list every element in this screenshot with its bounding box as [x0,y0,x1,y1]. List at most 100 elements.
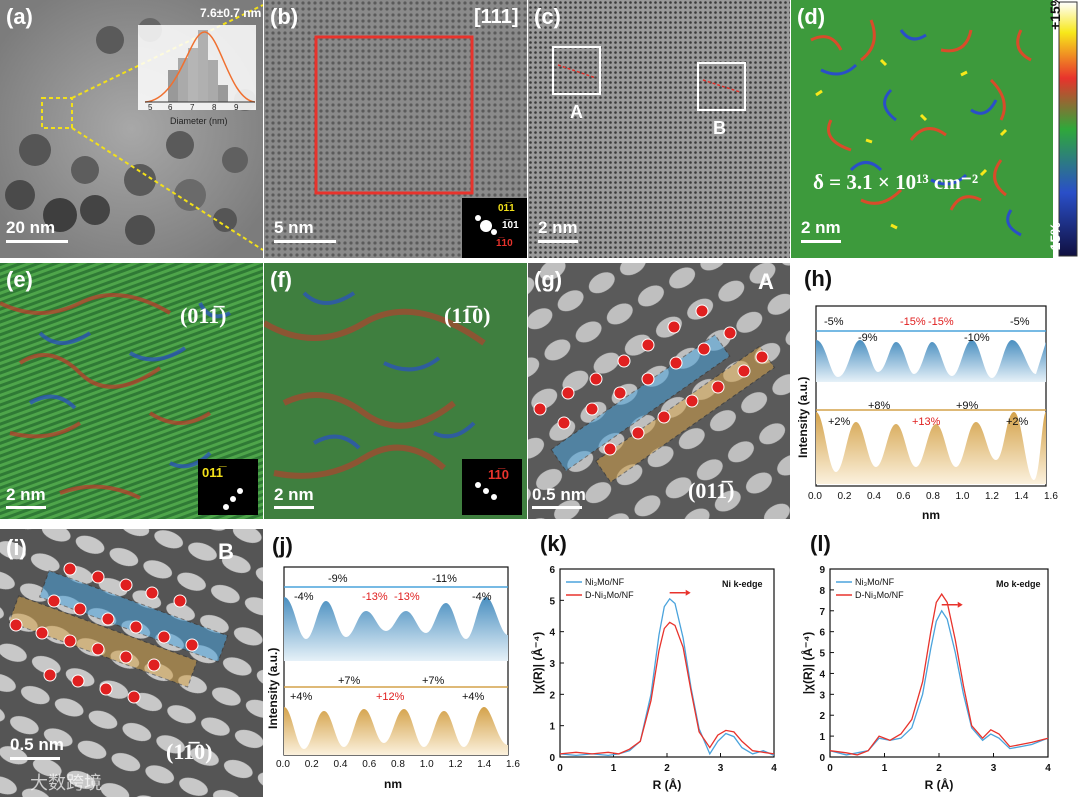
fft-label-011: 01̅1 [498,203,515,214]
panel-h-xtick: 1.0 [955,491,970,502]
panel-k-svg: 0 1 2 3 4 0 1 2 3 4 5 6 Ni₃Mo/NF D-Ni₃Mo/NF Ni k-edge R… [530,531,777,792]
y-tick-label: 4 [819,669,825,680]
histogram-xtick-6: 6 [168,103,173,112]
panel-h-xtick: 1.4 [1014,491,1029,502]
panel-h-top-0: -5% [824,316,844,328]
panel-f-label: (f) [270,267,292,292]
panel-d-strain-map: (d) δ = 3.1 × 10¹³ cm⁻² +15% -15% 2 nm [791,0,1080,258]
panel-f-scale-label: 2 nm [274,485,314,504]
shift-arrowhead [957,601,963,608]
panel-h-bottom-0: +2% [828,416,851,428]
panel-i-tag: B [218,539,234,564]
x-tick-label: 4 [1045,763,1051,774]
panel-j-top-1: -9% [328,573,348,585]
panel-j-xtick: 0.4 [333,759,348,770]
panel-h-top-5: -5% [1010,316,1030,328]
panel-l-exafs-chart: 0 1 2 3 4 0 1 2 3 4 5 6 7 8 9 Ni₃Mo/NF D-Ni₃Mo/NF Mo k-ed… [800,529,1080,797]
panel-a-label: (a) [6,4,33,29]
panel-h-bottom-4: +2% [1006,416,1029,428]
panel-k-exafs-chart: 0 1 2 3 4 0 1 2 3 4 5 6 Ni₃Mo/NF D-Ni₃Mo/NF Ni k-edge R… [530,529,798,797]
panel-g-label: (g) [534,267,563,292]
panel-h-xtick: 0.2 [837,491,852,502]
histogram-xtick-9: 9 [234,103,239,112]
panel-c-scale-label: 2 nm [538,218,578,237]
panel-a-scale-label: 20 nm [6,218,56,237]
panel-h-intensity-profile: (h) -5% -9% -15% -15% -10% -5% +2% +8% +… [792,262,1080,528]
panel-i-label: (i) [6,535,27,560]
panel-h-plot [815,305,1047,487]
panel-c-filtered: (c) A B 2 nm [528,0,790,258]
panel-h-bottom-3: +9% [956,400,979,412]
x-tick-label: 1 [882,763,888,774]
colorbar-bottom-label: -15% [1047,222,1063,255]
x-tick-label: 2 [664,763,670,774]
histogram-xtick-5: 5 [148,103,153,112]
panel-f-fft-label: 11̅0 [488,467,509,482]
x-tick-label: 0 [827,763,833,774]
panel-i-atomic-b: (i) B (11̅0) 0.5 nm 大数跨境 [0,529,263,797]
panel-j-top-4: -11% [432,573,457,585]
watermark: 大数跨境 [30,773,102,794]
panel-j-bottom-2: +12% [376,691,405,703]
panel-h-bottom-1: +8% [868,400,891,412]
panel-h-xticks: 0.0 0.2 0.4 0.6 0.8 1.0 1.2 1.4 1.6 [808,491,1058,502]
y-tick-label: 2 [819,711,825,722]
panel-g-atomic-a: (g) A (011̅) 0.5 nm [528,263,790,519]
panel-j-xtick: 1.6 [506,759,520,770]
y-tick-label: 2 [549,690,555,701]
panel-i-image [0,529,263,797]
panel-a-scale-bar [6,240,68,243]
panel-j-xtick: 1.0 [419,759,434,770]
panel-h-xtick: 0.4 [867,491,881,502]
y-tick-label: 5 [819,649,825,660]
y-tick-label: 9 [819,565,825,576]
series-line-1 [559,621,775,755]
panel-f-plane: (11̅0) [444,303,491,328]
edge-annotation: Mo k-edge [996,579,1041,589]
histogram-xlabel: Diameter (nm) [170,116,228,126]
zone-axis-label: [111] [474,6,519,28]
panel-j-xtick: 1.4 [477,759,492,770]
panel-h-top-2: -15% [900,316,926,328]
legend-entry: D-Ni₃Mo/NF [585,590,634,600]
panel-h-label: (h) [804,266,833,291]
panel-e-scale-bar [6,506,46,509]
x-tick-label: 1 [611,763,617,774]
y-tick-label: 1 [549,722,555,733]
panel-h-bottom-2: +13% [912,416,941,428]
colorbar-top-label: +15% [1047,0,1063,30]
y-tick-label: 1 [819,732,825,743]
panel-h-ylabel: Intensity (a.u.) [796,376,810,458]
panel-h-xtick: 0.0 [808,491,822,502]
y-axis-label: |χ(R)| (Å⁻⁴) [530,632,545,695]
panel-h-xtick: 1.2 [985,491,999,502]
panel-b-scale-bar [274,240,336,243]
x-tick-label: 0 [557,763,563,774]
y-axis-label: |χ(R)| (Å⁻⁴) [800,632,815,695]
panel-d-label: (d) [797,4,826,29]
dislocation-density: δ = 3.1 × 10¹³ cm⁻² [813,170,979,194]
panel-g-plane: (011̅) [688,478,735,503]
panel-d-scale-label: 2 nm [801,218,841,237]
y-tick-label: 0 [819,753,825,764]
panel-e-image [0,263,263,519]
panel-c-label: (c) [534,4,561,29]
x-axis-label: R (Å) [653,777,682,792]
series-line-0 [559,597,775,757]
shift-arrowhead [685,589,691,596]
panel-e-fft-label: 011̅ [202,465,223,480]
panel-label: (l) [810,531,831,556]
panel-b-image [264,0,527,258]
panel-j-xlabel: nm [384,777,402,791]
panel-e-label: (e) [6,267,33,292]
panel-j-xtick: 0.0 [276,759,290,770]
panel-e-geometric-phase: (e) (011̅) 011̅ 2 nm [0,263,263,519]
panel-e-scale-label: 2 nm [6,485,46,504]
histogram-xtick-7: 7 [190,103,195,112]
box-a-label: A [570,102,583,122]
y-tick-label: 8 [819,586,825,597]
panel-j-bottom-4: +4% [462,691,485,703]
y-tick-label: 5 [549,596,555,607]
y-tick-label: 0 [549,753,555,764]
histogram-xtick-8: 8 [212,103,217,112]
